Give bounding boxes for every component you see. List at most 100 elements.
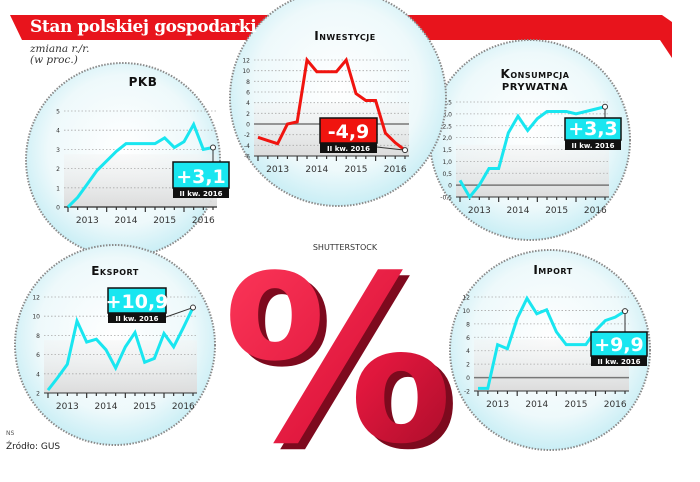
x-tick-label: 2016 bbox=[584, 206, 607, 216]
y-tick-label: 2,5 bbox=[442, 123, 452, 130]
y-tick-label: 2 bbox=[466, 362, 470, 369]
callout-value: +3,3 bbox=[568, 118, 618, 140]
y-tick-label: 6 bbox=[466, 335, 470, 342]
x-tick-label: 2013 bbox=[486, 400, 509, 410]
y-tick-label: 10 bbox=[462, 308, 470, 315]
x-tick-label: 2014 bbox=[305, 165, 328, 175]
y-tick-label: 0,5 bbox=[442, 171, 452, 178]
y-tick-label: 6 bbox=[36, 352, 40, 359]
x-tick-label: 2013 bbox=[468, 206, 491, 216]
y-tick-label: 4 bbox=[36, 371, 40, 378]
y-tick-label: 4 bbox=[466, 348, 470, 355]
callout-connector bbox=[376, 146, 406, 151]
x-tick-label: 2015 bbox=[565, 400, 588, 410]
y-tick-label: 8 bbox=[36, 333, 40, 340]
callout-label-box bbox=[108, 313, 166, 323]
subtitle-line-2: (w proc.) bbox=[30, 54, 78, 66]
page-title: Stan polskiej gospodarki bbox=[30, 17, 257, 37]
y-tick-label: 12 bbox=[32, 295, 40, 302]
y-tick-label: 2 bbox=[36, 391, 40, 398]
chart-title: Konsumpcja bbox=[501, 67, 570, 81]
percent-sign: % bbox=[223, 228, 453, 482]
chart-title-line-2: prywatna bbox=[502, 82, 568, 93]
callout-value-box bbox=[172, 161, 230, 189]
plot-band bbox=[456, 144, 609, 197]
x-tick-label: 2013 bbox=[266, 165, 289, 175]
callout-label-box bbox=[565, 140, 621, 150]
chart-konsumpcja: -0,5 0 0,5 1,0 1,5 2,0 2,5 3,0 3,5 2013 2014 2015 20… bbox=[429, 39, 631, 241]
y-tick-label: 0 bbox=[246, 122, 250, 129]
y-tick-label: -2 bbox=[244, 132, 250, 139]
x-tick-label: 2016 bbox=[192, 216, 215, 226]
x-tick-label: 2015 bbox=[345, 165, 368, 175]
x-tick-label: 2014 bbox=[525, 400, 548, 410]
chart-title: Import bbox=[533, 263, 572, 277]
subtitle-line-1: zmiana r./r. bbox=[30, 43, 90, 55]
y-tick-label: 2,0 bbox=[442, 135, 452, 142]
x-tick-label: 2014 bbox=[95, 402, 118, 412]
x-tick-label: 2013 bbox=[56, 402, 79, 412]
y-tick-label: 3,5 bbox=[442, 100, 452, 107]
callout-label-box bbox=[173, 188, 229, 198]
y-tick-label: -6 bbox=[244, 154, 250, 161]
last-point-marker bbox=[190, 304, 196, 311]
callout-value: +9,9 bbox=[594, 334, 644, 356]
series-line bbox=[478, 295, 626, 390]
author-credit: NS bbox=[6, 430, 15, 437]
chart-inwestycje: -6 -4 -2 0 2 4 6 8 10 12 2013 2014 2015 2016 -4,9 II kw… bbox=[229, 0, 447, 207]
chart-eksport: 2 4 6 8 10 12 2013 2014 2015 2016 +10,9 II kw. 2016… bbox=[14, 244, 216, 446]
last-point-marker bbox=[602, 103, 608, 110]
last-point-marker bbox=[402, 147, 408, 154]
subtitle: zmiana r./r. (w proc.) bbox=[30, 44, 89, 66]
y-tick-label: -4 bbox=[244, 143, 250, 150]
x-tick-label: 2015 bbox=[153, 216, 176, 226]
series-line bbox=[458, 105, 606, 200]
x-tick-label: 2014 bbox=[115, 216, 138, 226]
last-point-marker bbox=[622, 308, 628, 315]
chart-title: PKB bbox=[129, 75, 158, 89]
chart-import: -2 0 2 4 6 8 10 12 2013 2014 2015 2016 +9,9 II kw. 20… bbox=[449, 249, 651, 451]
x-tick-label: 2016 bbox=[172, 402, 195, 412]
y-tick-label: -0,5 bbox=[440, 195, 452, 202]
y-tick-label: 10 bbox=[242, 68, 250, 75]
y-tick-label: 2 bbox=[246, 111, 250, 118]
y-tick-label: 6 bbox=[246, 90, 250, 97]
x-tick-label: 2016 bbox=[384, 165, 407, 175]
watermark: SHUTTERSTOCK bbox=[313, 243, 378, 252]
y-tick-label: 1,5 bbox=[442, 147, 452, 154]
callout-label: II kw. 2016 bbox=[327, 145, 370, 153]
x-tick-label: 2016 bbox=[604, 400, 627, 410]
x-tick-label: 2015 bbox=[545, 206, 568, 216]
y-tick-label: 4 bbox=[56, 128, 60, 135]
y-tick-label: 1 bbox=[56, 185, 60, 192]
chart-title: Eksport bbox=[91, 264, 139, 278]
y-tick-label: 8 bbox=[246, 79, 250, 86]
callout-value: +10,9 bbox=[106, 291, 169, 313]
y-tick-label: 3,0 bbox=[442, 111, 452, 118]
series-line bbox=[46, 306, 195, 392]
callout-label-box bbox=[320, 143, 377, 153]
y-tick-label: 12 bbox=[462, 295, 470, 302]
y-tick-label: 5 bbox=[56, 109, 60, 116]
y-tick-label: -2 bbox=[464, 389, 470, 396]
callout-label: II kw. 2016 bbox=[116, 315, 159, 323]
last-point-marker bbox=[210, 144, 216, 151]
callout-label: II kw. 2016 bbox=[572, 142, 615, 150]
percent-sign-group: % SHUTTERSTOCK bbox=[223, 228, 453, 482]
callout-value: +3,1 bbox=[176, 166, 226, 188]
y-tick-label: 0 bbox=[56, 205, 60, 212]
y-tick-label: 2 bbox=[56, 166, 60, 173]
callout-connector bbox=[165, 307, 194, 318]
callout-label-box bbox=[591, 356, 647, 366]
y-tick-label: 4 bbox=[246, 100, 250, 107]
callout-value: -4,9 bbox=[328, 121, 370, 143]
series-line bbox=[257, 56, 406, 152]
source-note: Źródło: GUS bbox=[6, 442, 61, 452]
callout-value-box bbox=[107, 287, 167, 314]
y-tick-label: 10 bbox=[32, 314, 40, 321]
x-tick-label: 2014 bbox=[507, 206, 530, 216]
y-tick-label: 1,0 bbox=[442, 159, 452, 166]
x-tick-label: 2013 bbox=[76, 216, 99, 226]
y-tick-label: 12 bbox=[242, 58, 250, 65]
